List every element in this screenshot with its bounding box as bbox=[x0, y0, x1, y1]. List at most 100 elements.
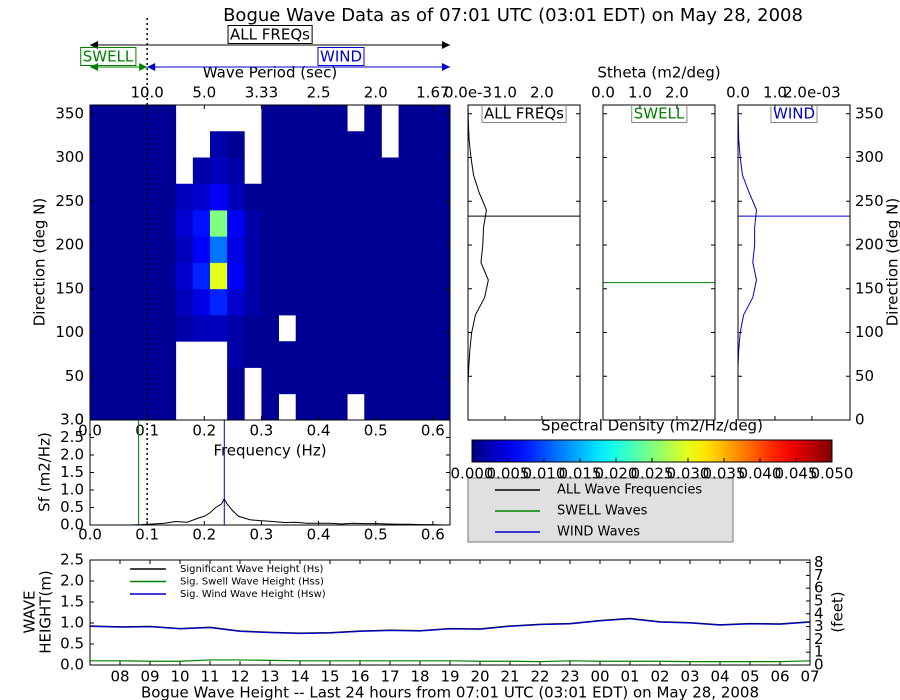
heat-cell bbox=[244, 262, 262, 290]
heat-cell bbox=[244, 210, 262, 237]
heat-cell bbox=[312, 210, 331, 237]
heat-cell bbox=[312, 131, 331, 158]
label-box bbox=[227, 25, 313, 44]
heat-cell bbox=[210, 315, 228, 342]
heat-cell bbox=[175, 183, 194, 211]
heat-cell bbox=[192, 236, 211, 263]
heat-cell bbox=[107, 183, 125, 211]
heat-cell bbox=[432, 210, 451, 237]
heat-cell bbox=[312, 105, 331, 132]
colorbar-tick-label: 0.040 bbox=[739, 465, 782, 483]
heat-cell bbox=[398, 105, 417, 132]
heat-cell bbox=[158, 341, 177, 368]
heat-cell bbox=[107, 288, 125, 316]
heat-cell bbox=[107, 105, 125, 132]
heat-cell bbox=[107, 367, 125, 395]
heat-cell bbox=[381, 210, 399, 237]
heat-cell bbox=[175, 315, 194, 342]
colorbar-tick-label: 0.025 bbox=[631, 465, 674, 483]
heat-cell bbox=[295, 341, 314, 368]
heat-cell bbox=[364, 131, 382, 158]
band-label: ALL FREQs bbox=[230, 26, 310, 44]
heat-cell bbox=[158, 183, 177, 211]
x-tick-label: 18 bbox=[410, 668, 429, 686]
heat-cell bbox=[227, 367, 245, 395]
x-tick-label: 2.0 bbox=[665, 84, 689, 102]
y-tick-label: 150 bbox=[855, 279, 884, 297]
arrow-head bbox=[139, 63, 148, 71]
heat-cell bbox=[141, 183, 159, 211]
heat-cell bbox=[107, 157, 125, 185]
heat-cell bbox=[261, 315, 279, 342]
y-tick-label: 0.0 bbox=[60, 516, 84, 534]
heat-cell bbox=[192, 183, 211, 211]
y-tick-label: 100 bbox=[855, 323, 884, 341]
heat-cell bbox=[90, 105, 108, 132]
heat-cell bbox=[210, 288, 228, 316]
heat-cell bbox=[432, 393, 451, 421]
y-tick-label: 100 bbox=[55, 323, 84, 341]
x-tick-label: 03 bbox=[680, 668, 699, 686]
heat-cell bbox=[261, 288, 279, 316]
x-tick-label: 0.1 bbox=[135, 526, 159, 544]
heat-cell bbox=[278, 157, 297, 185]
axes-frame bbox=[89, 559, 811, 666]
heat-cell bbox=[347, 131, 365, 158]
colorbar-label: Spectral Density (m2/Hz/deg) bbox=[541, 417, 763, 435]
heat-cell bbox=[90, 183, 108, 211]
heat-cell bbox=[364, 393, 382, 421]
heat-cell bbox=[432, 367, 451, 395]
heat-cell bbox=[141, 210, 159, 237]
heat-cell bbox=[192, 210, 211, 237]
heat-cell bbox=[278, 367, 297, 395]
heat-cell bbox=[210, 236, 228, 263]
x-tick-label: 0.0 bbox=[726, 84, 750, 102]
heat-cell bbox=[175, 210, 194, 237]
heat-cell bbox=[141, 341, 159, 368]
heat-cell bbox=[261, 157, 279, 185]
label-box bbox=[317, 47, 365, 66]
colorbar-tick-label: 0.020 bbox=[595, 465, 638, 483]
heat-cell bbox=[227, 157, 245, 185]
heat-cell bbox=[432, 288, 451, 316]
axes-frame bbox=[89, 419, 451, 526]
y2-tick-label: 6 bbox=[814, 579, 824, 597]
heat-cell bbox=[124, 131, 142, 158]
x-tick-label: 1.0 bbox=[493, 84, 517, 102]
heat-cell bbox=[192, 157, 211, 185]
heat-cell bbox=[295, 210, 314, 237]
y-axis-label: Sf (m2/Hz) bbox=[36, 432, 54, 512]
y-tick-label: 2.5 bbox=[60, 428, 84, 446]
heat-cell bbox=[381, 341, 399, 368]
heat-cell bbox=[398, 183, 417, 211]
heat-cell bbox=[364, 157, 382, 185]
x-tick-label: 16 bbox=[350, 668, 369, 686]
heat-cell bbox=[330, 341, 348, 368]
x2-tick-label: 2.5 bbox=[307, 84, 331, 102]
x-tick-label: 05 bbox=[740, 668, 759, 686]
heat-cell bbox=[210, 157, 228, 185]
heat-cell bbox=[175, 262, 194, 290]
x-tick-label: 0.0e-3 bbox=[444, 84, 492, 102]
heat-cell bbox=[90, 393, 108, 421]
heat-cell bbox=[227, 288, 245, 316]
y-tick-label: 0.5 bbox=[60, 498, 84, 516]
heat-cell bbox=[347, 315, 365, 342]
heat-cell bbox=[261, 210, 279, 237]
heat-cell bbox=[347, 210, 365, 237]
heat-cell bbox=[158, 105, 177, 132]
y-tick-label: 0.0 bbox=[60, 656, 84, 674]
heat-cell bbox=[347, 157, 365, 185]
heat-cell bbox=[312, 183, 331, 211]
x-tick-label: 0.4 bbox=[307, 422, 331, 440]
heat-cell bbox=[415, 183, 434, 211]
heat-cell bbox=[141, 157, 159, 185]
heat-cell bbox=[124, 262, 142, 290]
x-tick-label: 06 bbox=[770, 668, 789, 686]
heat-cell bbox=[90, 288, 108, 316]
heat-cell bbox=[227, 262, 245, 290]
heat-cell bbox=[398, 210, 417, 237]
heat-cell bbox=[295, 288, 314, 316]
heat-cell bbox=[90, 262, 108, 290]
heat-cell bbox=[141, 131, 159, 158]
